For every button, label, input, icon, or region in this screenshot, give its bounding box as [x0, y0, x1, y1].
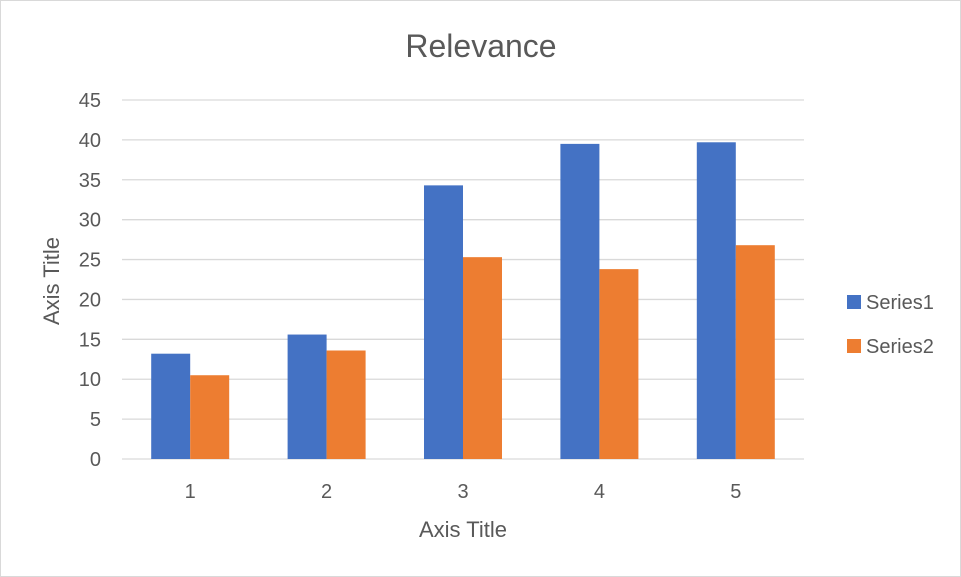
- y-tick-label: 0: [90, 449, 101, 471]
- y-tick-label: 10: [79, 369, 101, 391]
- x-axis-ticks: 1 2 3 4 5: [185, 481, 742, 503]
- x-tick-label: 5: [730, 481, 741, 503]
- bar-series1-1: [151, 353, 191, 459]
- y-tick-label: 30: [79, 210, 101, 232]
- y-tick-label: 20: [79, 289, 101, 311]
- x-tick-label: 4: [594, 481, 605, 503]
- bars: [151, 142, 775, 459]
- legend-label: Series1: [866, 292, 934, 314]
- chart-title: Relevance: [405, 28, 556, 64]
- legend-swatch: [847, 295, 861, 309]
- bar-series1-4: [560, 143, 600, 459]
- bar-series1-5: [696, 142, 736, 459]
- bar-series2-2: [326, 350, 366, 459]
- y-tick-label: 15: [79, 329, 101, 351]
- legend-swatch: [847, 339, 861, 353]
- y-tick-label: 40: [79, 130, 101, 152]
- x-tick-label: 2: [321, 481, 332, 503]
- y-tick-label: 35: [79, 170, 101, 192]
- bar-series1-3: [424, 185, 463, 459]
- bar-series2-1: [190, 375, 230, 459]
- x-tick-label: 3: [457, 481, 468, 503]
- bar-series2-5: [735, 245, 775, 459]
- y-axis-ticks: 0 5 10 15 20 25 30 35 40 45: [79, 90, 101, 471]
- y-axis-title: Axis Title: [39, 237, 64, 325]
- bar-series2-4: [599, 269, 639, 459]
- y-tick-label: 45: [79, 90, 101, 112]
- bar-series1-2: [287, 334, 327, 459]
- legend: Series1 Series2: [847, 292, 934, 358]
- x-axis-title: Axis Title: [419, 517, 507, 542]
- bar-series2-3: [463, 257, 502, 459]
- y-tick-label: 25: [79, 250, 101, 272]
- x-tick-label: 1: [185, 481, 196, 503]
- y-tick-label: 5: [90, 409, 101, 431]
- legend-label: Series2: [866, 336, 934, 358]
